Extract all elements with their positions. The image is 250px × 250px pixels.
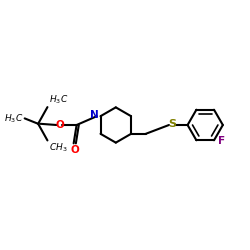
Text: O: O bbox=[55, 120, 64, 130]
Text: $H_3C$: $H_3C$ bbox=[49, 94, 68, 106]
Text: $CH_3$: $CH_3$ bbox=[49, 142, 67, 154]
Text: N: N bbox=[90, 110, 98, 120]
Text: $H_3C$: $H_3C$ bbox=[4, 112, 24, 125]
Text: F: F bbox=[218, 136, 225, 146]
Text: S: S bbox=[168, 119, 176, 129]
Text: O: O bbox=[70, 145, 79, 155]
